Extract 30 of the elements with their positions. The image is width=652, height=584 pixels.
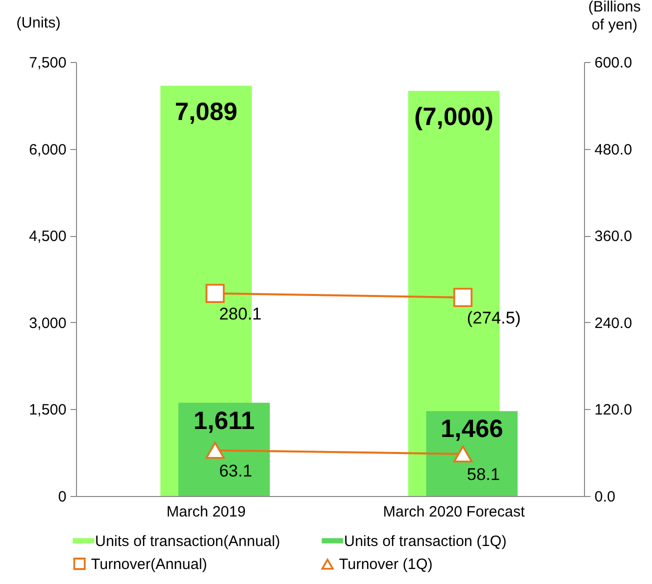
bar (178, 402, 270, 496)
y-axis-title: (Units) (16, 14, 61, 32)
x-tick-label: March 2019 (166, 504, 246, 520)
y-tick-label: 3,000 (28, 314, 66, 332)
y-tick-label: 1,500 (28, 402, 66, 419)
point (206, 284, 225, 303)
bar (426, 411, 518, 496)
y2-tick-label: 0.0 (594, 488, 616, 506)
y2-tick-label: 600.0 (594, 54, 632, 72)
y-tick-label: 7,500 (28, 54, 66, 72)
legend-label: Turnover (1Q) (339, 556, 433, 574)
y-tick-label: 4,500 (28, 228, 66, 246)
y2-axis-title: (Billions of yen) (588, 0, 641, 34)
point (453, 288, 472, 308)
data-label: 1,466 (440, 415, 504, 444)
data-label: 58.1 (466, 464, 500, 484)
y2-tick-label: 360.0 (594, 228, 632, 246)
y2-tick-label: 240.0 (594, 314, 632, 332)
data-label: (7,000) (414, 102, 494, 131)
data-label: 63.1 (219, 461, 252, 480)
data-label: 7,089 (174, 98, 238, 126)
legend-label: Units of transaction (1Q) (344, 532, 507, 550)
y2-tick-label: 480.0 (594, 141, 632, 158)
legend-label: Units of transaction(Annual) (95, 532, 280, 550)
y-tick-label: 0 (58, 488, 66, 506)
x-tick-label: March 2020 Forecast (383, 504, 526, 520)
y-tick-label: 6,000 (28, 141, 66, 158)
legend-label: Turnover(Annual) (91, 556, 208, 573)
data-label: 1,611 (194, 406, 255, 435)
y2-tick-label: 120.0 (594, 402, 632, 419)
